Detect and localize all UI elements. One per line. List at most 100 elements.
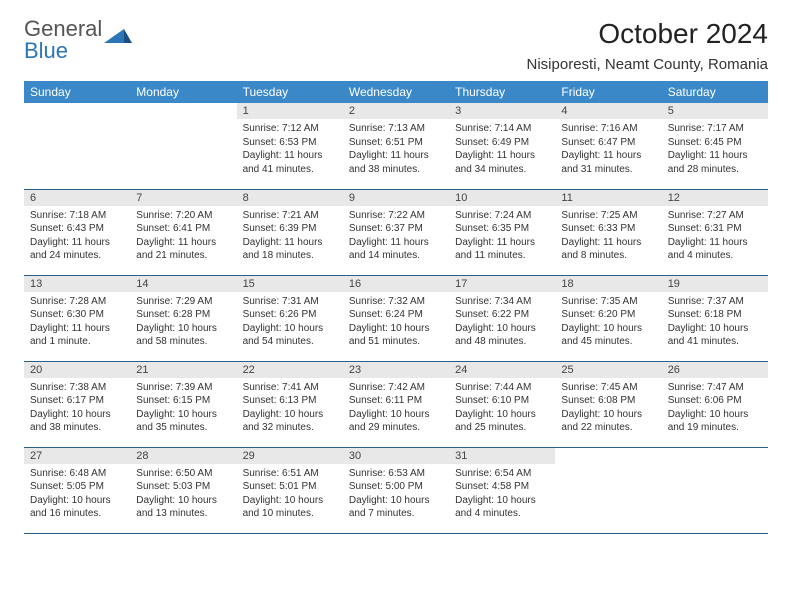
calendar-day-cell: 12Sunrise: 7:27 AMSunset: 6:31 PMDayligh…	[662, 189, 768, 275]
logo-text-blue: Blue	[24, 38, 68, 63]
logo: General Blue	[24, 18, 132, 62]
day-data: Sunrise: 7:34 AMSunset: 6:22 PMDaylight:…	[449, 292, 555, 353]
weekday-header: Sunday	[24, 81, 130, 103]
calendar-day-cell	[24, 103, 130, 189]
day-data: Sunrise: 6:51 AMSunset: 5:01 PMDaylight:…	[237, 464, 343, 525]
day-data: Sunrise: 7:29 AMSunset: 6:28 PMDaylight:…	[130, 292, 236, 353]
day-data: Sunrise: 7:18 AMSunset: 6:43 PMDaylight:…	[24, 206, 130, 267]
day-data: Sunrise: 7:28 AMSunset: 6:30 PMDaylight:…	[24, 292, 130, 353]
day-data: Sunrise: 7:38 AMSunset: 6:17 PMDaylight:…	[24, 378, 130, 439]
weekday-header-row: Sunday Monday Tuesday Wednesday Thursday…	[24, 81, 768, 103]
calendar-day-cell: 29Sunrise: 6:51 AMSunset: 5:01 PMDayligh…	[237, 447, 343, 533]
day-number: 9	[343, 190, 449, 206]
weekday-header: Tuesday	[237, 81, 343, 103]
weekday-header: Monday	[130, 81, 236, 103]
calendar-week-row: 13Sunrise: 7:28 AMSunset: 6:30 PMDayligh…	[24, 275, 768, 361]
day-data: Sunrise: 6:54 AMSunset: 4:58 PMDaylight:…	[449, 464, 555, 525]
calendar-day-cell	[662, 447, 768, 533]
day-number: 19	[662, 276, 768, 292]
day-number: 8	[237, 190, 343, 206]
day-number: 22	[237, 362, 343, 378]
day-data: Sunrise: 7:12 AMSunset: 6:53 PMDaylight:…	[237, 119, 343, 180]
calendar-day-cell: 15Sunrise: 7:31 AMSunset: 6:26 PMDayligh…	[237, 275, 343, 361]
day-number: 10	[449, 190, 555, 206]
calendar-week-row: 27Sunrise: 6:48 AMSunset: 5:05 PMDayligh…	[24, 447, 768, 533]
calendar-day-cell: 17Sunrise: 7:34 AMSunset: 6:22 PMDayligh…	[449, 275, 555, 361]
day-number: 26	[662, 362, 768, 378]
weekday-header: Saturday	[662, 81, 768, 103]
day-data: Sunrise: 6:50 AMSunset: 5:03 PMDaylight:…	[130, 464, 236, 525]
day-number: 15	[237, 276, 343, 292]
day-number: 31	[449, 448, 555, 464]
calendar-day-cell: 23Sunrise: 7:42 AMSunset: 6:11 PMDayligh…	[343, 361, 449, 447]
calendar-day-cell: 28Sunrise: 6:50 AMSunset: 5:03 PMDayligh…	[130, 447, 236, 533]
day-number: 4	[555, 103, 661, 119]
day-number: 1	[237, 103, 343, 119]
day-data: Sunrise: 7:17 AMSunset: 6:45 PMDaylight:…	[662, 119, 768, 180]
day-number: 13	[24, 276, 130, 292]
day-data: Sunrise: 7:35 AMSunset: 6:20 PMDaylight:…	[555, 292, 661, 353]
calendar-day-cell: 10Sunrise: 7:24 AMSunset: 6:35 PMDayligh…	[449, 189, 555, 275]
day-number: 6	[24, 190, 130, 206]
day-number: 18	[555, 276, 661, 292]
day-data: Sunrise: 7:37 AMSunset: 6:18 PMDaylight:…	[662, 292, 768, 353]
day-data: Sunrise: 7:16 AMSunset: 6:47 PMDaylight:…	[555, 119, 661, 180]
day-number: 28	[130, 448, 236, 464]
calendar-day-cell: 1Sunrise: 7:12 AMSunset: 6:53 PMDaylight…	[237, 103, 343, 189]
calendar-day-cell: 2Sunrise: 7:13 AMSunset: 6:51 PMDaylight…	[343, 103, 449, 189]
day-number: 27	[24, 448, 130, 464]
day-data: Sunrise: 7:20 AMSunset: 6:41 PMDaylight:…	[130, 206, 236, 267]
calendar-day-cell: 19Sunrise: 7:37 AMSunset: 6:18 PMDayligh…	[662, 275, 768, 361]
day-data: Sunrise: 7:13 AMSunset: 6:51 PMDaylight:…	[343, 119, 449, 180]
calendar-day-cell: 31Sunrise: 6:54 AMSunset: 4:58 PMDayligh…	[449, 447, 555, 533]
calendar-day-cell: 26Sunrise: 7:47 AMSunset: 6:06 PMDayligh…	[662, 361, 768, 447]
calendar-day-cell: 3Sunrise: 7:14 AMSunset: 6:49 PMDaylight…	[449, 103, 555, 189]
calendar-day-cell: 5Sunrise: 7:17 AMSunset: 6:45 PMDaylight…	[662, 103, 768, 189]
calendar-week-row: 20Sunrise: 7:38 AMSunset: 6:17 PMDayligh…	[24, 361, 768, 447]
day-data: Sunrise: 7:27 AMSunset: 6:31 PMDaylight:…	[662, 206, 768, 267]
day-data: Sunrise: 7:45 AMSunset: 6:08 PMDaylight:…	[555, 378, 661, 439]
day-data: Sunrise: 6:53 AMSunset: 5:00 PMDaylight:…	[343, 464, 449, 525]
day-number: 23	[343, 362, 449, 378]
day-number: 3	[449, 103, 555, 119]
calendar-day-cell	[555, 447, 661, 533]
calendar-day-cell	[130, 103, 236, 189]
header: General Blue October 2024 Nisiporesti, N…	[24, 18, 768, 73]
calendar-day-cell: 13Sunrise: 7:28 AMSunset: 6:30 PMDayligh…	[24, 275, 130, 361]
calendar-day-cell: 4Sunrise: 7:16 AMSunset: 6:47 PMDaylight…	[555, 103, 661, 189]
calendar-day-cell: 16Sunrise: 7:32 AMSunset: 6:24 PMDayligh…	[343, 275, 449, 361]
day-data: Sunrise: 7:25 AMSunset: 6:33 PMDaylight:…	[555, 206, 661, 267]
calendar-week-row: 1Sunrise: 7:12 AMSunset: 6:53 PMDaylight…	[24, 103, 768, 189]
day-data: Sunrise: 7:32 AMSunset: 6:24 PMDaylight:…	[343, 292, 449, 353]
day-number: 21	[130, 362, 236, 378]
day-number: 29	[237, 448, 343, 464]
day-data: Sunrise: 7:14 AMSunset: 6:49 PMDaylight:…	[449, 119, 555, 180]
weekday-header: Thursday	[449, 81, 555, 103]
calendar-day-cell: 6Sunrise: 7:18 AMSunset: 6:43 PMDaylight…	[24, 189, 130, 275]
calendar-day-cell: 24Sunrise: 7:44 AMSunset: 6:10 PMDayligh…	[449, 361, 555, 447]
calendar-day-cell: 30Sunrise: 6:53 AMSunset: 5:00 PMDayligh…	[343, 447, 449, 533]
day-data: Sunrise: 7:47 AMSunset: 6:06 PMDaylight:…	[662, 378, 768, 439]
calendar-table: Sunday Monday Tuesday Wednesday Thursday…	[24, 81, 768, 534]
calendar-day-cell: 14Sunrise: 7:29 AMSunset: 6:28 PMDayligh…	[130, 275, 236, 361]
calendar-day-cell: 18Sunrise: 7:35 AMSunset: 6:20 PMDayligh…	[555, 275, 661, 361]
day-number: 20	[24, 362, 130, 378]
day-data: Sunrise: 7:41 AMSunset: 6:13 PMDaylight:…	[237, 378, 343, 439]
calendar-week-row: 6Sunrise: 7:18 AMSunset: 6:43 PMDaylight…	[24, 189, 768, 275]
day-number: 5	[662, 103, 768, 119]
month-title: October 2024	[527, 18, 768, 50]
calendar-day-cell: 25Sunrise: 7:45 AMSunset: 6:08 PMDayligh…	[555, 361, 661, 447]
logo-triangle-icon	[104, 27, 132, 53]
weekday-header: Friday	[555, 81, 661, 103]
calendar-day-cell: 7Sunrise: 7:20 AMSunset: 6:41 PMDaylight…	[130, 189, 236, 275]
calendar-day-cell: 27Sunrise: 6:48 AMSunset: 5:05 PMDayligh…	[24, 447, 130, 533]
day-number: 17	[449, 276, 555, 292]
calendar-day-cell: 11Sunrise: 7:25 AMSunset: 6:33 PMDayligh…	[555, 189, 661, 275]
calendar-day-cell: 20Sunrise: 7:38 AMSunset: 6:17 PMDayligh…	[24, 361, 130, 447]
location: Nisiporesti, Neamt County, Romania	[527, 56, 768, 73]
day-data: Sunrise: 7:42 AMSunset: 6:11 PMDaylight:…	[343, 378, 449, 439]
day-data: Sunrise: 7:21 AMSunset: 6:39 PMDaylight:…	[237, 206, 343, 267]
day-number: 11	[555, 190, 661, 206]
day-number: 7	[130, 190, 236, 206]
day-number: 12	[662, 190, 768, 206]
